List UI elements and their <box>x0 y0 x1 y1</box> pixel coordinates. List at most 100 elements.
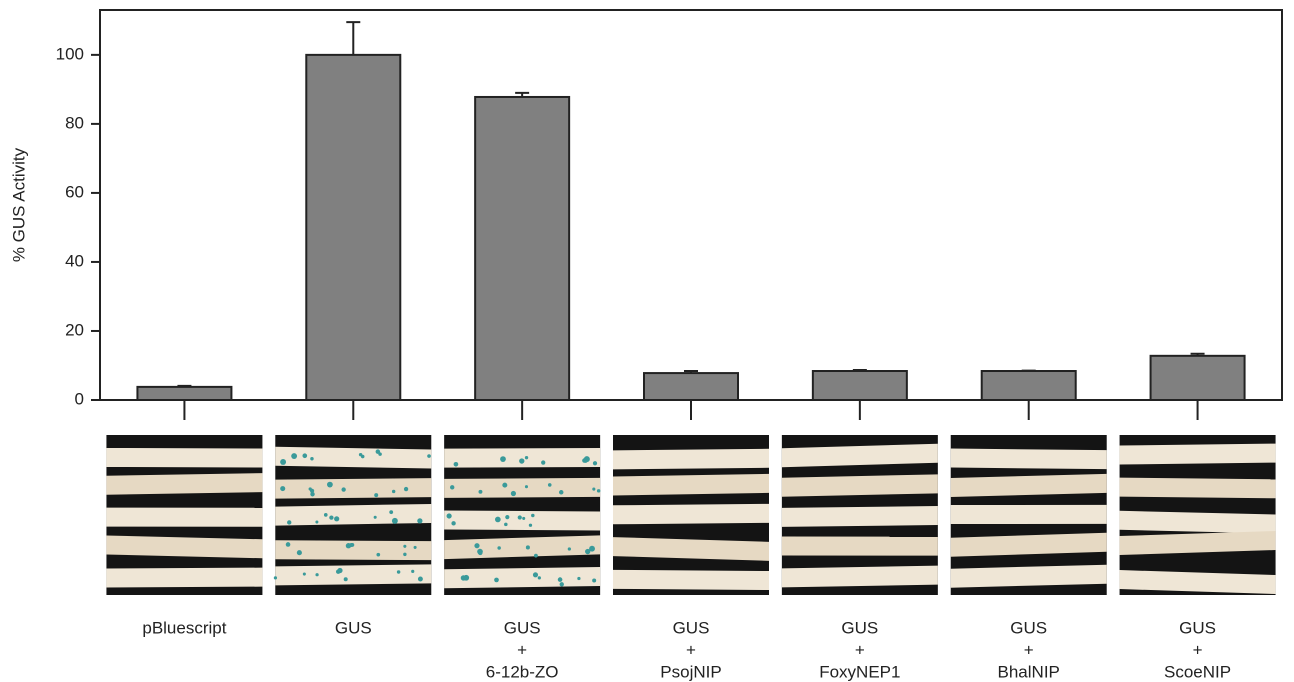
gus-spot <box>376 553 380 557</box>
gus-spot <box>303 572 306 575</box>
gus-spot <box>477 549 483 555</box>
root-strand <box>106 448 262 468</box>
root-strand <box>613 449 769 470</box>
root-strand <box>782 566 938 588</box>
gus-spot <box>403 553 406 556</box>
x-tick-label: + <box>686 640 696 659</box>
bar <box>644 373 738 400</box>
gus-spot <box>447 513 452 518</box>
x-tick-label: PsojNIP <box>660 662 721 681</box>
gus-spot <box>533 572 538 577</box>
bar <box>813 371 907 400</box>
gus-spot <box>505 515 509 519</box>
gus-spot <box>518 515 522 519</box>
gus-spot <box>291 453 297 459</box>
root-strand <box>613 504 769 524</box>
gus-spot <box>324 513 328 517</box>
root-strand <box>951 505 1107 524</box>
gus-spot <box>280 459 286 465</box>
gus-spot <box>392 490 395 493</box>
y-tick-label: 80 <box>65 113 84 132</box>
x-tick-label: GUS <box>673 618 710 637</box>
error-bar <box>346 22 360 55</box>
root-strand <box>106 508 262 527</box>
root-strand <box>106 568 262 588</box>
plot-frame <box>100 10 1282 400</box>
gus-spot <box>592 579 596 583</box>
gus-spot <box>494 578 499 583</box>
root-strand <box>613 570 769 590</box>
root-strand <box>1120 478 1276 499</box>
x-tick-label: + <box>855 640 865 659</box>
root-strand <box>782 536 938 555</box>
gus-spot <box>315 521 318 524</box>
y-tick-label: 0 <box>75 389 84 408</box>
root-strand <box>275 447 431 469</box>
gus-spot <box>592 488 595 491</box>
root-strand <box>782 506 938 527</box>
root-strand <box>1120 511 1276 534</box>
gus-spot <box>334 516 339 521</box>
gus-spot <box>359 453 362 456</box>
bar <box>475 97 569 400</box>
gus-spot <box>519 458 524 463</box>
gus-spot <box>374 516 377 519</box>
x-tick-label: + <box>1193 640 1203 659</box>
gus-spot <box>392 518 398 524</box>
gus-spot <box>568 547 571 550</box>
x-tick-label: BhalNIP <box>998 662 1060 681</box>
root-photo <box>106 435 262 595</box>
root-strand <box>106 473 262 495</box>
error-bar <box>853 370 867 371</box>
root-strand <box>1120 444 1276 465</box>
y-tick-label: 20 <box>65 320 84 339</box>
gus-spot <box>417 518 422 523</box>
root-photo <box>951 435 1107 595</box>
gus-spot <box>522 517 525 520</box>
x-tick-label: GUS <box>841 618 878 637</box>
bar <box>1151 356 1245 400</box>
gus-spot <box>287 520 291 524</box>
x-tick-label: FoxyNEP1 <box>819 662 900 681</box>
gus-spot <box>584 456 590 462</box>
gus-spot <box>529 524 532 527</box>
root-strand <box>444 478 600 498</box>
gus-spot <box>597 489 600 492</box>
gus-spot <box>474 543 479 548</box>
gus-spot <box>500 456 506 462</box>
x-tick-label: GUS <box>1179 618 1216 637</box>
gus-spot <box>411 570 414 573</box>
root-strand <box>951 565 1107 588</box>
root-photo <box>613 435 769 595</box>
x-tick-label: pBluescript <box>142 618 226 637</box>
x-tick-label: GUS <box>504 618 541 637</box>
x-tick-label: 6-12b-ZO <box>486 662 559 681</box>
gus-spot <box>560 582 564 586</box>
gus-spot <box>577 577 580 580</box>
gus-spot <box>344 577 348 581</box>
gus-spot <box>274 576 277 579</box>
root-photo <box>1120 435 1276 595</box>
gus-spot <box>495 517 501 523</box>
gus-spot <box>497 546 500 549</box>
gus-spot <box>450 485 454 489</box>
gus-spot <box>414 546 417 549</box>
bar <box>137 387 231 400</box>
root-strand <box>275 504 431 526</box>
gus-spot <box>451 521 455 525</box>
gus-spot <box>502 483 507 488</box>
root-photo <box>444 435 600 595</box>
gus-spot <box>479 490 483 494</box>
gus-spot <box>418 577 423 582</box>
x-tick-label: + <box>517 640 527 659</box>
root-strand <box>951 449 1107 470</box>
gus-spot <box>341 487 345 491</box>
gus-spot <box>286 542 291 547</box>
root-strand <box>106 535 262 558</box>
x-tick-label: GUS <box>335 618 372 637</box>
gus-spot <box>378 452 382 456</box>
gus-spot <box>327 482 333 488</box>
root-strand <box>444 510 600 530</box>
gus-spot <box>427 454 431 458</box>
gus-spot <box>548 483 552 487</box>
